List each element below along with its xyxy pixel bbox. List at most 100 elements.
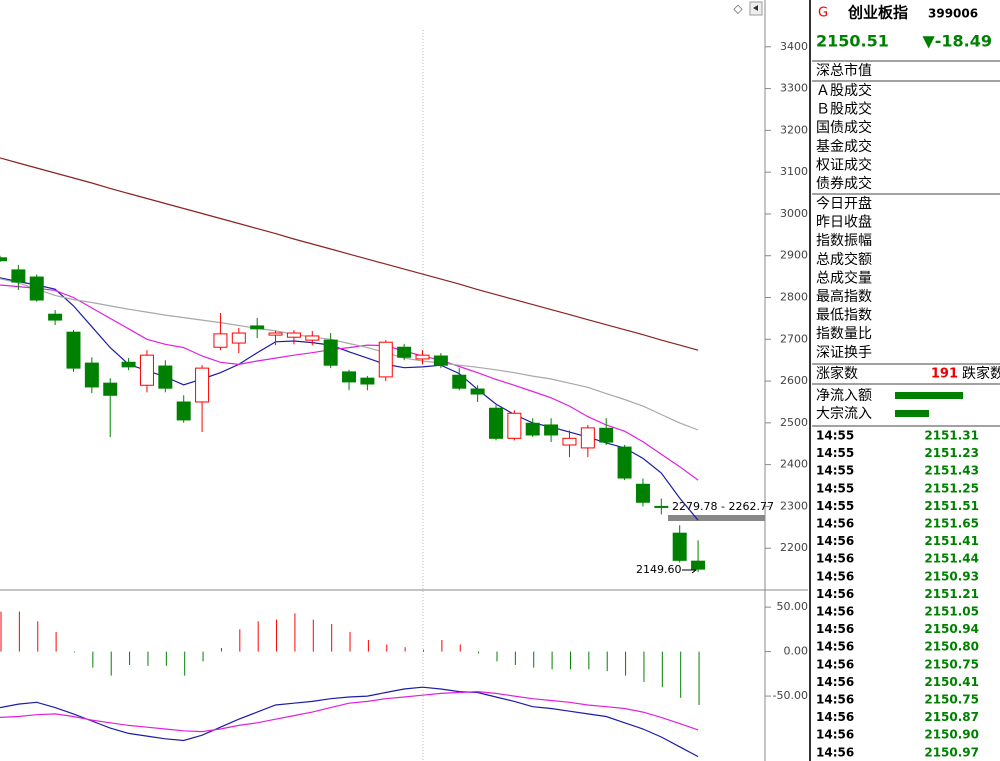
flow-label: 大宗流入: [816, 406, 872, 422]
field-label: 今日开盘: [816, 195, 872, 212]
trade-time: 14:55: [816, 429, 854, 443]
y-tick-label: 2300: [780, 499, 808, 512]
indicator-line: [0, 284, 699, 481]
candle-body: [360, 377, 375, 385]
trade-price: 2151.41: [924, 534, 979, 548]
trade-price: 2151.43: [924, 464, 979, 478]
trade-time: 14:56: [816, 552, 854, 566]
y-tick-label: 3300: [780, 82, 808, 95]
field-label: 指数振幅: [816, 233, 872, 249]
y-tick-label: 0.00: [784, 645, 809, 658]
candle-body: [11, 269, 26, 283]
field-label: 指数量比: [816, 326, 872, 342]
breadth-label: 跌家数: [962, 365, 1000, 382]
field-label: 昨日收盘: [816, 214, 872, 231]
y-tick-label: 3200: [780, 123, 808, 136]
y-tick-label: 3400: [780, 40, 808, 53]
indicator-line: [0, 278, 699, 431]
trade-time: 14:56: [816, 693, 854, 707]
indicator-line: [0, 690, 699, 733]
y-tick-label: 2400: [780, 458, 808, 471]
icon: [753, 5, 758, 11]
field-label: 最低指数: [816, 308, 872, 324]
trade-time: 14:56: [816, 569, 854, 583]
candle-body: [397, 346, 412, 358]
breadth-value: 191: [931, 367, 958, 382]
candle-body: [213, 333, 228, 348]
trade-time: 14:55: [816, 446, 854, 460]
candle-body: [231, 332, 246, 344]
trade-price: 2150.75: [924, 693, 979, 707]
y-tick-label: 3100: [780, 165, 808, 178]
index-name: 创业板指: [847, 4, 908, 22]
candle-body: [139, 354, 154, 386]
trade-price: 2151.51: [924, 499, 979, 513]
trade-time: 14:56: [816, 587, 854, 601]
field-label: 最高指数: [816, 288, 872, 305]
candle-body: [195, 367, 210, 403]
index-code: 399006: [928, 7, 978, 21]
candle-body: [654, 505, 669, 508]
candle-body: [415, 354, 430, 360]
field-label: 基金成交: [816, 138, 872, 155]
trade-time: 14:56: [816, 675, 854, 689]
badge: G: [818, 6, 828, 21]
candle-body: [121, 361, 136, 368]
candle-body: [176, 401, 191, 421]
separators: [812, 60, 1000, 427]
trade-price: 2151.21: [924, 587, 979, 601]
candle-body: [470, 388, 485, 395]
trade-time: 14:56: [816, 622, 854, 636]
trade-price: 2151.25: [924, 481, 979, 495]
trade-price: 2151.65: [924, 517, 979, 531]
plot: [0, 611, 700, 758]
field-label: 权证成交: [816, 156, 872, 173]
field-label: 深证换手: [816, 344, 872, 361]
y-tick-label: -50.00: [773, 689, 808, 702]
candle-body: [0, 257, 7, 262]
field-label: 国债成交: [816, 119, 872, 136]
y-tick-label: 2200: [780, 541, 808, 554]
candle-body: [305, 335, 320, 341]
flow-label: 净流入额: [816, 388, 872, 404]
price: 2150.51: [816, 32, 889, 51]
y-tick-label: 2600: [780, 374, 808, 387]
indicator-line: [0, 277, 699, 521]
indicator-line: [0, 157, 699, 351]
y-tick-label: 3000: [780, 207, 808, 220]
candle-body: [672, 532, 687, 561]
candle-body: [158, 365, 173, 389]
candle-body: [103, 382, 118, 396]
flow-bar: [895, 392, 963, 399]
candle-body: [488, 407, 503, 439]
plot: [0, 157, 706, 573]
trade-price: 2150.97: [924, 745, 979, 759]
trade-time: 14:55: [816, 464, 854, 478]
candle-body: [617, 446, 632, 479]
y-tick-label: 2500: [780, 416, 808, 429]
candle-body: [84, 362, 99, 388]
trade-price: 2150.75: [924, 657, 979, 671]
trade-time: 14:56: [816, 710, 854, 724]
flow-bar: [895, 410, 929, 417]
y-tick-label: 2700: [780, 332, 808, 345]
field-label: 债券成交: [816, 175, 872, 192]
field-label: 总成交额: [816, 251, 872, 268]
trade-time: 14:55: [816, 481, 854, 495]
candle-body: [599, 427, 614, 443]
candle-body: [268, 332, 283, 336]
candle-body: [250, 325, 265, 330]
candle-body: [507, 412, 522, 439]
annotation: 2149.60: [636, 563, 682, 576]
candle-body: [562, 437, 577, 446]
field-label: 深总市值: [816, 62, 872, 79]
range-bar: [668, 515, 765, 521]
trade-price: 2151.05: [924, 605, 979, 619]
trade-time: 14:56: [816, 605, 854, 619]
icon[interactable]: ◇: [733, 2, 743, 16]
candle-body: [580, 427, 595, 449]
candle-body: [525, 422, 540, 436]
trade-time: 14:56: [816, 534, 854, 548]
change: ▼-18.49: [922, 32, 992, 51]
